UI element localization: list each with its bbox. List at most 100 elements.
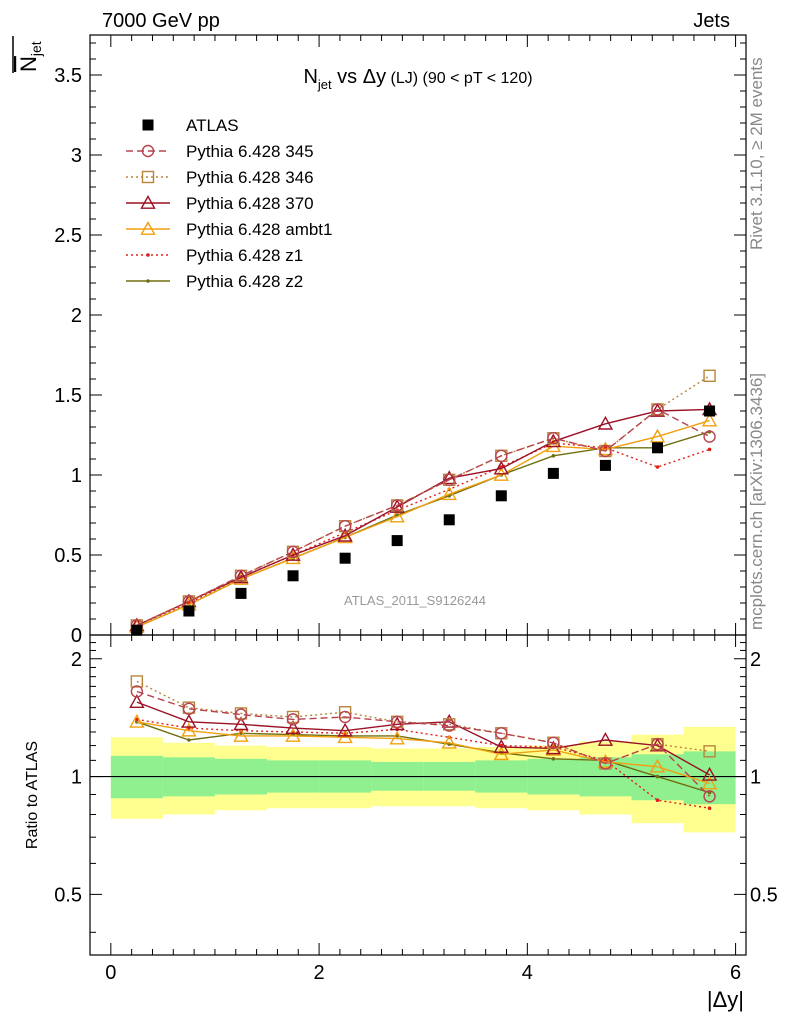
marker-atlas-6 xyxy=(443,514,455,526)
marker-p345-3 xyxy=(286,545,300,558)
marker-p370-7 xyxy=(493,460,509,475)
series-line-p345 xyxy=(136,690,711,797)
marker-p345-legend xyxy=(141,144,155,158)
marker-p370-8 xyxy=(545,433,562,448)
marker-p345-11 xyxy=(703,790,716,803)
legend-item-p370: Pythia 6.428 370 xyxy=(126,194,314,213)
marker-p345-5 xyxy=(390,499,404,512)
marker-ambt1-6 xyxy=(441,734,457,749)
marker-p346-0 xyxy=(130,675,144,688)
main-ytick-label: 0 xyxy=(71,625,82,647)
series-line-p345 xyxy=(136,408,710,627)
marker-atlas-2 xyxy=(235,587,247,599)
marker-p345-7 xyxy=(495,727,508,740)
marker-z2-8 xyxy=(551,757,556,761)
main-ytick-label: 1 xyxy=(71,465,82,487)
legend-item-p345: Pythia 6.428 345 xyxy=(126,142,314,161)
legend-item-z2: Pythia 6.428 z2 xyxy=(126,272,303,291)
marker-p345-10 xyxy=(651,403,664,416)
marker-ambt1-11 xyxy=(701,412,718,427)
legend-label-z2: Pythia 6.428 z2 xyxy=(186,272,303,291)
ratio-ytick-label: 1 xyxy=(71,767,82,789)
marker-ambt1-4 xyxy=(337,729,353,744)
legend-item-p346: Pythia 6.428 346 xyxy=(126,168,314,187)
watermark: ATLAS_2011_S9126244 xyxy=(344,593,486,608)
marker-p345-7 xyxy=(495,449,508,462)
marker-atlas-8 xyxy=(547,467,559,479)
marker-p370-3 xyxy=(285,547,301,561)
main-ytick-label: 2 xyxy=(71,305,82,327)
marker-p345-4 xyxy=(338,520,352,533)
marker-p346-11 xyxy=(703,745,716,758)
marker-ambt1-5 xyxy=(389,508,405,523)
ratio-xtick-label: 0 xyxy=(105,962,116,984)
marker-p370-3 xyxy=(285,720,301,734)
series-line-z1 xyxy=(136,718,710,809)
main-ytick-label: 1.5 xyxy=(54,385,82,407)
marker-p345-2 xyxy=(234,708,248,721)
marker-p370-0 xyxy=(129,694,145,708)
marker-z2-1 xyxy=(187,738,191,742)
marker-ambt1-6 xyxy=(441,486,457,501)
ratio-ytick-label: 0.5 xyxy=(54,884,82,906)
marker-z2-11 xyxy=(707,790,712,795)
main-ytick-label: 3 xyxy=(71,145,82,167)
marker-p370-6 xyxy=(441,470,457,485)
mcplots-label: mcplots.cern.ch [arXiv:1306.3436] xyxy=(747,373,766,630)
marker-ambt1-7 xyxy=(493,746,509,761)
marker-p345-11 xyxy=(703,430,716,443)
series-line-ambt1 xyxy=(136,419,710,628)
marker-atlas-11 xyxy=(704,405,716,417)
marker-p370-7 xyxy=(493,739,509,753)
legend-label-z1: Pythia 6.428 z1 xyxy=(186,246,303,265)
legend-label-p370: Pythia 6.428 370 xyxy=(186,194,314,213)
main-title: Njet vs Δy (LJ) (90 < pT < 120) xyxy=(303,66,532,92)
marker-p370-9 xyxy=(597,415,614,430)
marker-ambt1-8 xyxy=(545,741,562,756)
marker-ambt1-5 xyxy=(389,730,405,745)
marker-p370-4 xyxy=(337,527,353,542)
marker-z2-10 xyxy=(655,774,660,779)
main-panel: ATLAS_2011_S9126244 0 0.5 1 1.5 2 2.5 3 3.5 Njet N… xyxy=(12,34,747,647)
marker-z1-0 xyxy=(135,717,139,722)
legend-label-ambt1: Pythia 6.428 ambt1 xyxy=(186,220,332,239)
ratio-frame xyxy=(89,634,747,956)
ratio-xtick-label: 4 xyxy=(522,962,533,984)
marker-ambt1-9 xyxy=(597,441,614,456)
header-left: 7000 GeV pp xyxy=(102,10,220,32)
ratio-ytick-label-right: 1 xyxy=(750,767,761,789)
marker-p370-11 xyxy=(701,766,718,781)
legend-label-p346: Pythia 6.428 346 xyxy=(186,168,314,187)
marker-atlas-0 xyxy=(131,624,143,636)
header-right: Jets xyxy=(693,10,730,32)
marker-p345-0 xyxy=(130,685,144,698)
marker-p370-legend xyxy=(140,195,156,209)
marker-p345-8 xyxy=(547,736,560,749)
marker-z2-legend xyxy=(146,279,150,283)
rivet-label: Rivet 3.1.10, ≥ 2M events xyxy=(747,57,766,250)
marker-z1-10 xyxy=(655,798,660,803)
marker-p345-3 xyxy=(286,713,300,726)
marker-ambt1-3 xyxy=(285,728,301,742)
marker-p370-1 xyxy=(181,713,197,728)
marker-p345-6 xyxy=(443,473,456,486)
marker-ambt1-8 xyxy=(545,438,562,453)
marker-p345-10 xyxy=(651,737,664,751)
x-axis-label: |Δy| xyxy=(707,987,744,1012)
legend-label-p345: Pythia 6.428 345 xyxy=(186,142,314,161)
ratio-xtick-label: 2 xyxy=(314,962,325,984)
marker-atlas-legend xyxy=(142,119,154,131)
marker-atlas-5 xyxy=(391,535,403,547)
marker-p345-6 xyxy=(443,719,456,732)
ratio-panel: 0.5 0.5 1 1 2 2 0 2 4 6 |Δy| Ratio to ATLAS xyxy=(24,634,778,1012)
marker-p370-5 xyxy=(389,716,405,731)
marker-ambt1-1 xyxy=(181,722,197,737)
ratio-xtick-label: 6 xyxy=(730,962,741,984)
marker-atlas-1 xyxy=(183,605,195,617)
marker-p370-2 xyxy=(233,716,249,731)
ratio-ytick-label-right: 0.5 xyxy=(750,884,778,906)
ratio-ytick-label-right: 2 xyxy=(750,649,761,671)
marker-atlas-3 xyxy=(287,570,299,582)
marker-z1-legend xyxy=(146,253,150,257)
